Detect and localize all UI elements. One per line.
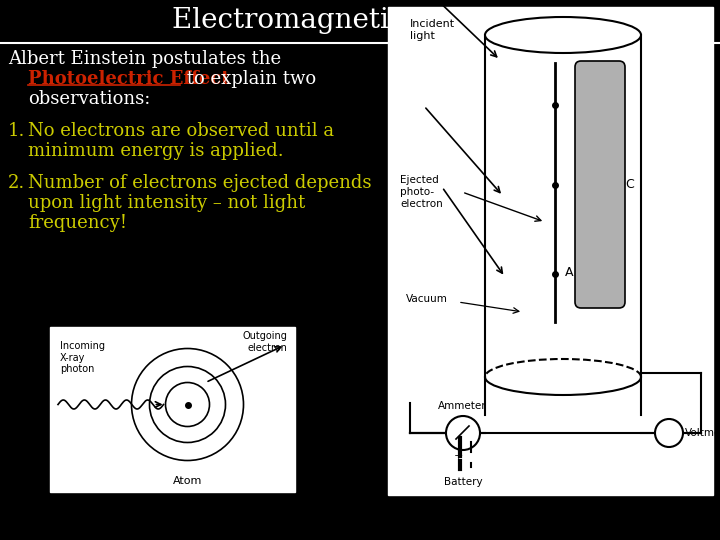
FancyBboxPatch shape [575,61,625,308]
Text: Incident
light: Incident light [410,19,455,40]
Text: Ejected
photo-
electron: Ejected photo- electron [400,176,443,208]
Text: Albert Einstein postulates the: Albert Einstein postulates the [8,50,281,68]
Text: 2.: 2. [8,174,25,192]
Text: upon light intensity – not light: upon light intensity – not light [28,194,305,212]
Text: Atom: Atom [173,476,202,486]
Text: Voltmeter: Voltmeter [685,428,720,438]
Text: +: + [454,451,464,461]
Text: Number of electrons ejected depends: Number of electrons ejected depends [28,174,372,192]
Circle shape [655,419,683,447]
Text: Photoelectric Effect: Photoelectric Effect [28,70,230,88]
Text: A: A [565,266,574,279]
Circle shape [446,416,480,450]
Text: Outgoing
electron: Outgoing electron [242,331,287,353]
Text: Ammeter: Ammeter [438,401,487,411]
Text: observations:: observations: [28,90,150,108]
Ellipse shape [485,17,641,53]
Text: Electromagnetic Radiation: Electromagnetic Radiation [171,8,549,35]
Bar [50,327,295,492]
Text: Incoming
X-ray
photon: Incoming X-ray photon [60,341,105,375]
Bar [0,0,720,42]
Text: to explain two: to explain two [181,70,316,88]
Text: Battery: Battery [444,477,482,487]
Text: frequency!: frequency! [28,214,127,232]
Text: Vacuum: Vacuum [406,294,448,304]
Text: No electrons are observed until a: No electrons are observed until a [28,122,334,140]
Bar [388,7,713,495]
Text: C: C [625,178,634,191]
Text: 1.: 1. [8,122,25,140]
Text: minimum energy is applied.: minimum energy is applied. [28,142,284,160]
